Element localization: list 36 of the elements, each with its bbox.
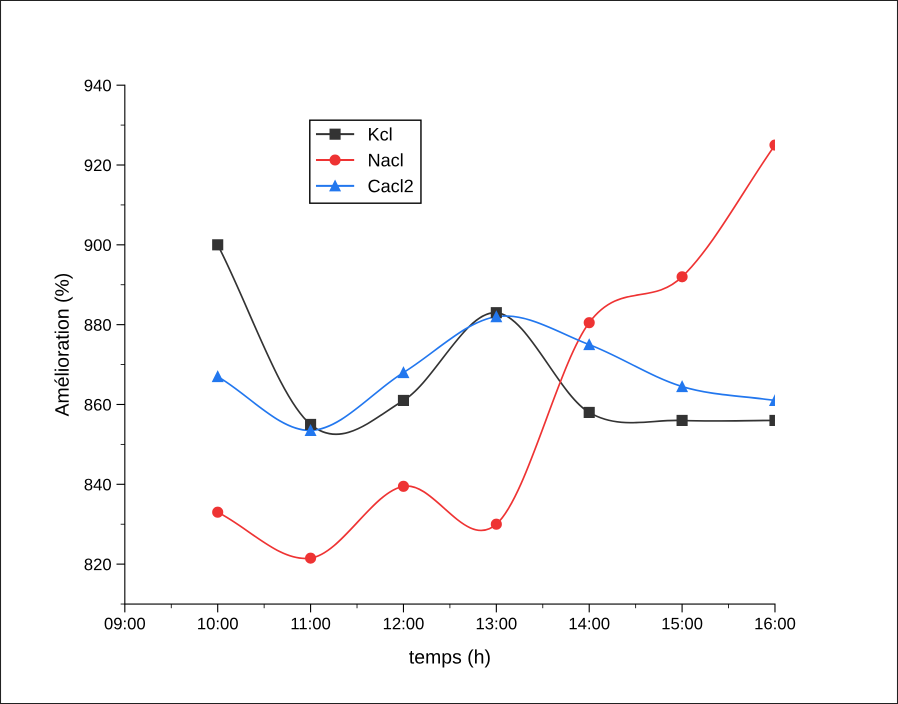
x-axis-title: temps (h) <box>409 649 490 668</box>
legend-label: Cacl2 <box>368 179 413 192</box>
y-tick-label: 940 <box>84 80 111 92</box>
y-axis-title: Amélioration (%) <box>54 274 73 416</box>
point <box>490 311 502 322</box>
point <box>212 370 224 382</box>
point <box>305 424 316 436</box>
y-tick-label: 860 <box>84 398 111 411</box>
legend-label: Nacl <box>369 153 402 166</box>
point <box>398 480 410 492</box>
y-tick-label: 880 <box>84 319 111 331</box>
x-tick-label: 14:00 <box>570 618 610 630</box>
y-tick-label: 840 <box>84 478 111 490</box>
x-tick-label: 10:00 <box>198 618 238 630</box>
point <box>584 317 595 328</box>
point <box>398 394 410 406</box>
y-tick-label: 920 <box>84 159 111 172</box>
point <box>212 239 224 250</box>
point <box>676 271 688 282</box>
x-tick-label: 09:00 <box>104 618 146 630</box>
point <box>398 366 410 378</box>
point <box>490 518 502 530</box>
x-tick-label: 15:00 <box>662 618 702 630</box>
x-tick-label: 12:00 <box>384 618 424 630</box>
point <box>584 339 595 350</box>
point <box>212 506 224 518</box>
point <box>584 406 595 418</box>
point <box>676 380 688 392</box>
x-tick-label: 13:00 <box>476 618 517 630</box>
point <box>676 414 688 426</box>
x-tick-label: 16:00 <box>755 618 796 630</box>
y-tick-label: 820 <box>84 558 111 570</box>
legend-label: Kcl <box>369 127 392 141</box>
point <box>305 552 316 564</box>
x-tick-label: 11:00 <box>292 618 330 630</box>
y-tick-label: 900 <box>84 239 111 252</box>
